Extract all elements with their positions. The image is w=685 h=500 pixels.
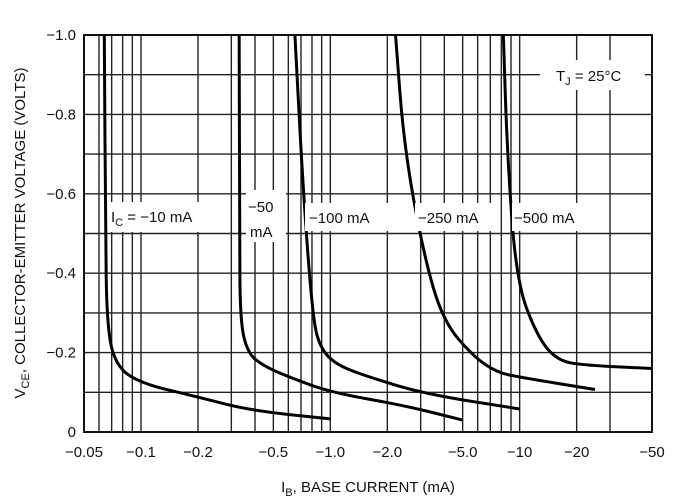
curve-series-2 — [293, 34, 520, 411]
label-background — [512, 203, 590, 231]
label-part: −250 mA — [418, 210, 478, 227]
label-background — [540, 60, 645, 90]
y-tick-label: −0.8 — [46, 106, 76, 123]
curves — [102, 34, 653, 422]
x-tick-label: −20 — [564, 444, 589, 461]
curve-labels: IC = −10 mA −50 mA −100 mA −250 mA −500 mA TJ … — [108, 60, 645, 242]
label-part: T — [556, 68, 565, 85]
label-background — [415, 203, 499, 231]
y-tick-labels: 0 −0.2 −0.4 −0.6 −0.8 −1.0 — [46, 27, 76, 441]
label-background — [246, 190, 286, 242]
x-tick-label: −5.0 — [448, 444, 478, 461]
x-tick-label: −10 — [507, 444, 532, 461]
series-label-10ma: IC = −10 mA — [111, 209, 192, 229]
x-tick-label: −1.0 — [316, 444, 346, 461]
x-tick-label: −50 — [639, 444, 664, 461]
junction-temperature-annotation: TJ = 25°C — [556, 68, 621, 88]
x-axis-label: IB, BASE CURRENT (mA) — [281, 479, 455, 499]
x-tick-label: −0.2 — [183, 444, 213, 461]
label-part: = −10 mA — [123, 209, 192, 226]
y-axis-label: VCE, COLLECTOR-EMITTER VOLTAGE (VOLTS) — [12, 68, 32, 399]
label-part: mA — [250, 224, 273, 241]
x-tick-label: −0.1 — [126, 444, 156, 461]
label-part: J — [565, 76, 571, 88]
series-label-100ma: −100 mA — [309, 210, 369, 227]
curve-series-1 — [237, 34, 464, 422]
series-label-50ma-line1: −50 — [248, 199, 273, 216]
label-part: −100 mA — [309, 210, 369, 227]
x-tick-label: −0.05 — [65, 444, 103, 461]
label-part: −50 — [248, 199, 273, 216]
label-part: −500 mA — [514, 210, 574, 227]
label-background — [108, 202, 218, 232]
curve-series-4 — [501, 34, 653, 370]
curve-series-0 — [102, 34, 331, 421]
series-label-250ma: −250 mA — [418, 210, 478, 227]
label-background — [305, 203, 393, 231]
series-label-50ma-line2: mA — [250, 224, 273, 241]
curve-series-3 — [394, 34, 596, 392]
x-tick-label: −2.0 — [373, 444, 403, 461]
y-tick-label: 0 — [68, 424, 76, 441]
x-tick-labels: −0.05 −0.1 −0.2 −0.5 −1.0 −2.0 −5.0 −10 −20 −50 — [65, 444, 665, 461]
plot-frame — [83, 34, 653, 433]
series-label-500ma: −500 mA — [514, 210, 574, 227]
label-part: I — [111, 209, 115, 226]
y-tick-label: −1.0 — [46, 27, 76, 44]
label-part: = 25°C — [571, 68, 622, 85]
y-tick-label: −0.2 — [46, 345, 76, 362]
label-part: C — [115, 217, 123, 229]
x-tick-label: −0.5 — [259, 444, 289, 461]
y-tick-label: −0.6 — [46, 186, 76, 203]
y-tick-label: −0.4 — [46, 265, 76, 282]
grid — [84, 35, 652, 432]
